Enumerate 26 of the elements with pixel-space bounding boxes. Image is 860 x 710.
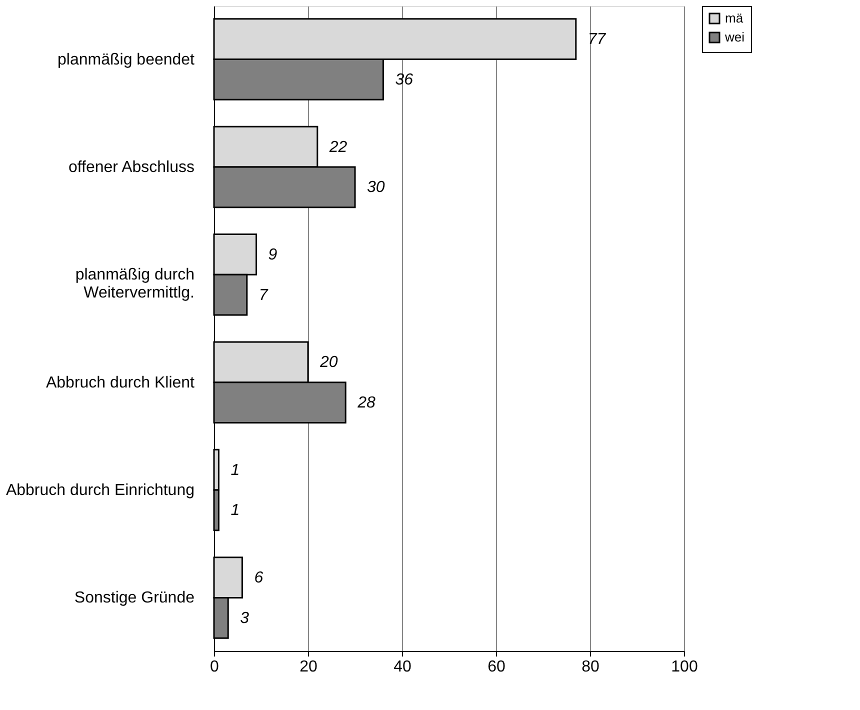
y-tick-label: planmäßig durch Weitervermittlg. — [75, 266, 194, 302]
y-tick-label: offener Abschluss — [68, 158, 194, 176]
data-label: 1 — [230, 502, 240, 520]
data-label: 28 — [356, 394, 376, 412]
data-label: 9 — [268, 246, 278, 264]
data-label: 22 — [328, 138, 348, 156]
y-tick-label: Abbruch durch Klient — [46, 374, 196, 392]
data-label: 20 — [319, 354, 338, 372]
x-tick-label: 40 — [394, 658, 412, 676]
data-label: 77 — [588, 31, 607, 48]
y-tick-label: Abbruch durch Einrichtung — [6, 482, 194, 500]
x-tick-label: 60 — [488, 658, 506, 676]
x-tick-label: 20 — [300, 658, 318, 676]
y-tick-label: Sonstige Gründe — [74, 590, 195, 607]
x-tick-label: 100 — [671, 658, 698, 676]
legend-label: mä — [725, 10, 744, 26]
data-label: 30 — [367, 179, 385, 196]
data-label: 3 — [240, 610, 250, 627]
data-label: 1 — [230, 462, 240, 479]
x-tick-label: 80 — [582, 658, 600, 676]
y-tick-label: planmäßig beendet — [58, 51, 196, 68]
data-label: 6 — [254, 570, 264, 587]
data-label: 36 — [395, 71, 414, 88]
data-label: 7 — [258, 286, 269, 304]
legend-label: wei — [724, 30, 745, 44]
x-tick-label: 0 — [210, 658, 220, 676]
